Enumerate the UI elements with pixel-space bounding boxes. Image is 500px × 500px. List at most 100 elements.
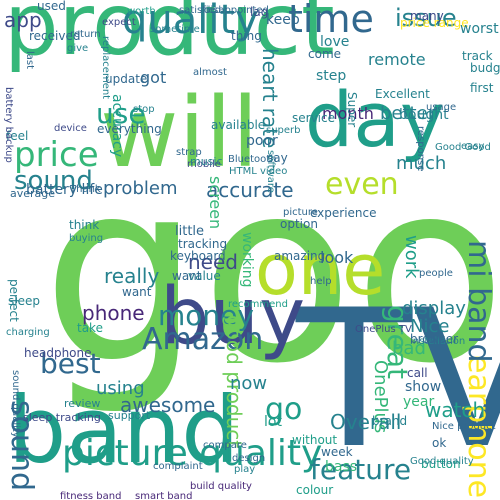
word-sound-quality: sound quality [10,370,21,438]
word-tv: TV [296,269,500,490]
word-love: love [320,34,350,50]
word-first: first [470,81,494,95]
word-charging: charging [6,327,50,338]
word-now: now [230,373,268,394]
word-give: give [67,43,89,54]
word-watch: watch [425,398,486,422]
word-feature: feature [310,453,412,486]
word-people: people [419,268,453,279]
word-go: go [265,392,303,427]
word-average: average [10,187,56,200]
word-even: even [325,167,399,202]
word-bad: bad [392,338,426,359]
word-want: want [172,269,202,283]
word-everything: everything [97,122,162,136]
word-complaint: complaint [153,461,203,472]
word-buying: buying [69,233,104,244]
word-button: button [421,457,461,471]
word-good-good: Good Good [435,142,491,153]
word-working: working [239,232,255,288]
word-need: need [188,250,238,274]
word-return: return [70,29,101,40]
word-excellent: Excellent [375,87,430,101]
word-superb: superb [266,125,301,136]
word-sleep: sleep [8,294,40,308]
word-bought: bought [399,107,449,123]
word-best: best [40,347,101,380]
word-really: really [104,264,160,288]
word-ok: ok [432,436,447,450]
word-installation: installation [410,336,466,347]
word-service: service [292,111,335,125]
word-satisfied: satisfied [179,5,222,16]
word-thing: thing [231,29,262,43]
word-option: option [280,217,318,231]
word-call: call [407,366,428,380]
word-awesome: awesome [120,393,216,417]
word-picture-quality: picture quality [62,433,323,474]
word-brand: brand [372,414,408,428]
word-nice: Nice [410,316,450,337]
word-step: step [316,68,347,84]
word-worst: worst [460,21,499,37]
word-device: device [54,123,87,134]
word-product: product [4,0,335,75]
word-received: received [29,29,81,43]
word-good: good [42,127,500,418]
word-keep: keep [266,12,300,28]
word-think: think [69,218,100,232]
word-easy: easy [461,141,485,152]
word-come: come [308,47,342,61]
word-html-video: HTML video [229,166,288,177]
word-quality: quality [122,0,259,43]
word-replacement: replacement [100,36,111,100]
word-last: last [24,51,35,70]
word-issue: issue [395,4,457,32]
word-show: show [405,379,442,395]
word-one: one [255,229,386,311]
word-value: value [188,269,221,283]
word-mi-band: mi band [461,240,496,363]
word-screen: screen [206,176,225,230]
word-take: take [77,321,103,335]
word-picture: picture [283,207,318,218]
word-stop: stop [133,104,155,115]
word-month: month [322,104,374,123]
word-buy: buy [160,272,306,362]
word-super: Super [345,92,359,128]
word-problem: problem [103,178,178,199]
word-will: will [100,77,259,189]
word-lag: lag [250,5,269,19]
word-fitness-band: fitness band [60,491,122,500]
word-got: got [140,68,167,87]
word-phone: phone [82,301,145,325]
word-money: money [158,299,254,332]
word-music: music [190,155,223,168]
word-support: support [108,409,151,422]
word-poor: poor [246,133,278,149]
word-app: app [4,8,42,32]
word-nice-product: Nice product [432,421,496,432]
word-thank: Thank [70,184,101,195]
word-bass: bass [325,459,358,475]
word-compare: compare [203,440,247,451]
word-usage: usage [426,102,457,113]
word-price-range: price range [400,16,469,30]
word-experience: experience [310,206,377,220]
word-tracking: tracking [178,237,228,251]
word-budget: budget [470,61,500,75]
word-display: display [402,298,466,319]
word-available: available [211,118,266,132]
word-disappointed: disappointed [204,5,269,16]
word-day: day [305,75,445,164]
word-smart-band: smart band [135,491,193,500]
word-lot: lot [264,414,282,430]
word-little: little [175,224,205,239]
word-design: design [232,453,266,464]
word-feel: feel [6,129,29,143]
word-look: look [320,248,354,267]
word-response: response [415,126,426,172]
word-sleep-tracking: sleep tracking [23,411,101,424]
word-colour: colour [296,483,334,497]
